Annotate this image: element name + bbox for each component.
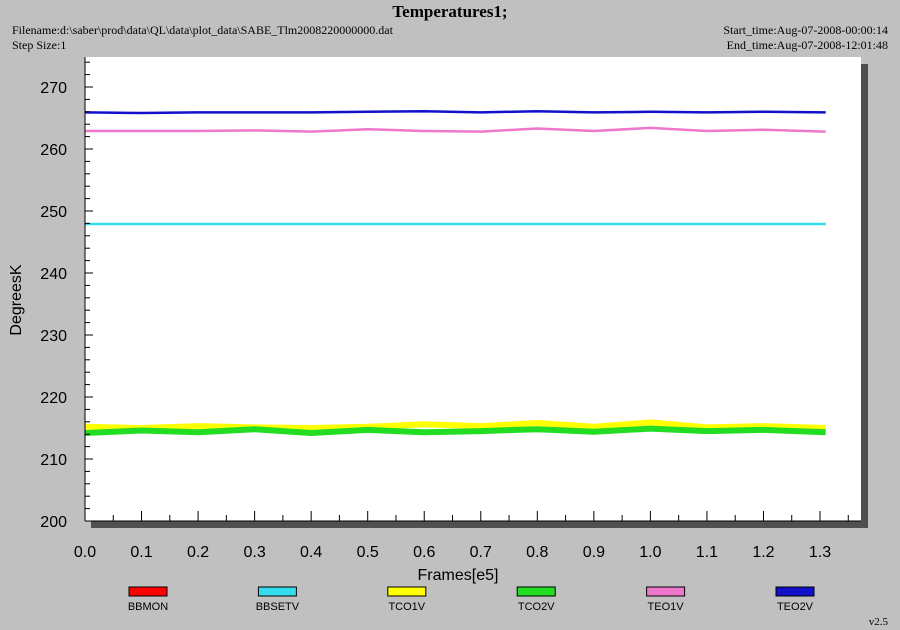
y-axis-label: DegreesK — [8, 264, 25, 335]
filename-label: Filename:d:\saber\prod\data\QL\data\plot… — [12, 23, 393, 37]
x-tick-label: 0.2 — [187, 544, 209, 561]
series-line-tco2v — [84, 425, 826, 436]
y-tick-label: 200 — [40, 514, 67, 531]
x-tick-label: 1.0 — [639, 544, 661, 561]
y-tick-label: 220 — [40, 390, 67, 407]
legend: BBMON BBSETV TCO1V TCO2V TEO1V TEO2V — [128, 586, 815, 613]
series-line-teo2v — [84, 109, 826, 115]
legend-swatch-teo2v — [775, 586, 815, 597]
y-tick-label: 210 — [40, 452, 67, 469]
chart-title: Temperatures1; — [392, 2, 508, 21]
legend-label-tco2v: TCO2V — [518, 601, 555, 613]
x-tick-label: 1.3 — [809, 544, 831, 561]
y-tick-label: 240 — [40, 266, 67, 283]
x-tick-label: 0.9 — [583, 544, 605, 561]
x-tick-label: 0.5 — [357, 544, 379, 561]
legend-swatch-tco2v — [516, 586, 556, 597]
series-line-teo1v — [85, 126, 826, 133]
end-time-label: End_time:Aug-07-2008-12:01:48 — [726, 38, 888, 52]
legend-label-bbsetv: BBSETV — [256, 601, 300, 613]
series-line-tco1v — [84, 419, 826, 431]
legend-label-teo2v: TEO2V — [777, 601, 814, 613]
legend-label-teo1v: TEO1V — [648, 601, 685, 613]
x-tick-label: 0.4 — [300, 544, 322, 561]
legend-label-bbmon: BBMON — [128, 601, 168, 613]
legend-swatch-bbsetv — [257, 586, 297, 597]
y-tick-label: 230 — [40, 328, 67, 345]
legend-label-tco1v: TCO1V — [388, 601, 425, 613]
x-tick-label: 0.1 — [130, 544, 152, 561]
version-label: v2.5 — [868, 616, 888, 628]
x-tick-label: 0.3 — [243, 544, 265, 561]
x-axis-label: Frames[e5] — [418, 567, 499, 584]
x-tick-label: 0.7 — [470, 544, 492, 561]
legend-swatch-tco1v — [387, 586, 427, 597]
x-tick-label: 0.6 — [413, 544, 435, 561]
x-tick-label: 1.2 — [752, 544, 774, 561]
y-tick-label: 260 — [40, 142, 67, 159]
x-tick-label: 0.8 — [526, 544, 548, 561]
y-tick-label: 250 — [40, 204, 67, 221]
y-tick-label: 270 — [40, 80, 67, 97]
start-time-label: Start_time:Aug-07-2008-00:00:14 — [723, 23, 888, 37]
x-tick-label: 1.1 — [696, 544, 718, 561]
legend-swatch-teo1v — [646, 586, 686, 597]
step-size-label: Step Size:1 — [12, 38, 67, 52]
x-tick-label: 0.0 — [74, 544, 96, 561]
series-layer — [84, 109, 826, 436]
legend-swatch-bbmon — [128, 586, 168, 597]
axis-layer: 200 210 220 230 240 250 260 270 0.0 0.1 0.2 0.3 0.4 0… — [40, 57, 861, 561]
plot-area — [85, 57, 861, 521]
